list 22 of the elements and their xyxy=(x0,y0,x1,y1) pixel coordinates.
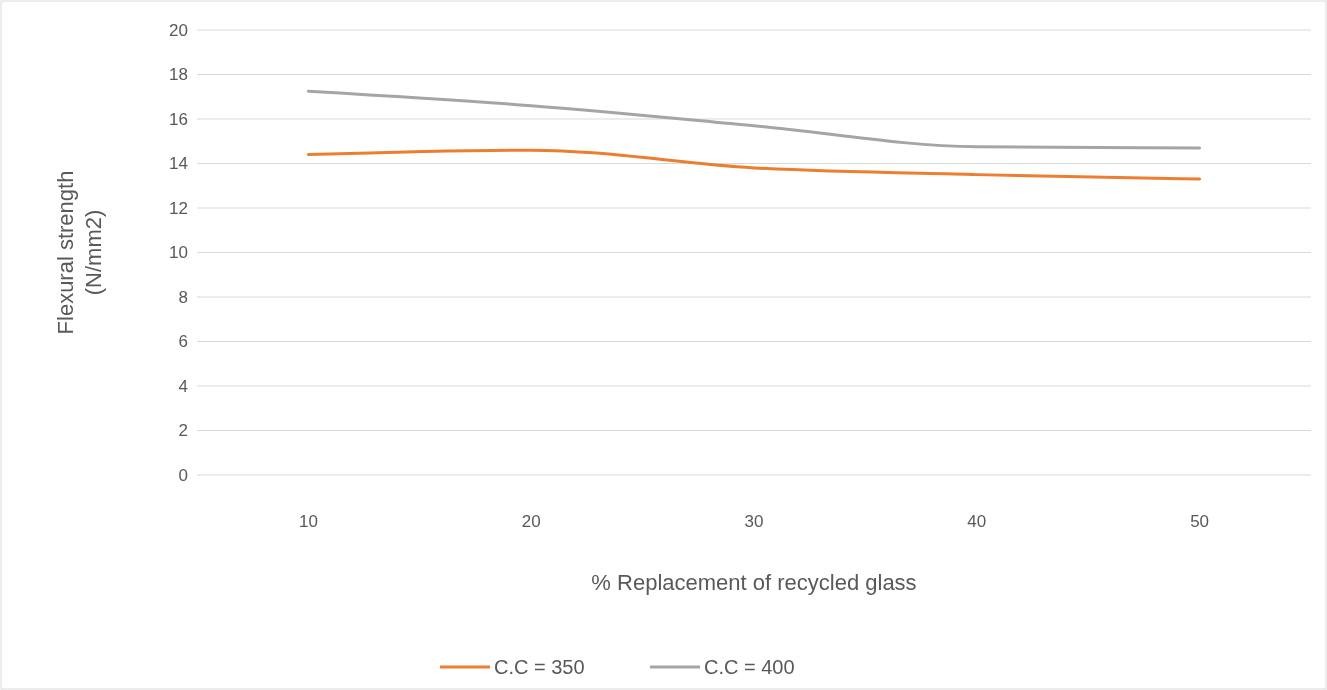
y-tick-label: 18 xyxy=(169,65,188,85)
x-tick-label: 30 xyxy=(744,512,764,531)
y-tick-label: 8 xyxy=(178,287,188,307)
x-tick-label: 20 xyxy=(521,512,541,531)
x-tick-label: 40 xyxy=(967,512,987,531)
y-tick-label: 0 xyxy=(178,465,188,485)
y-tick-label: 4 xyxy=(178,376,188,396)
x-axis-title: % Replacement of recycled glass xyxy=(591,570,917,595)
line-series xyxy=(306,148,1202,181)
y-axis-title: Flexural strength (N/mm2) xyxy=(53,170,106,335)
y-tick-label: 20 xyxy=(169,20,188,40)
y-tick-label: 6 xyxy=(178,332,188,352)
y-tick-label: 12 xyxy=(169,198,188,218)
y-tick-label: 16 xyxy=(169,109,188,129)
legend-label: C.C = 350 xyxy=(494,656,585,678)
y-tick-label: 10 xyxy=(169,243,188,263)
x-tick-label: 10 xyxy=(298,512,318,531)
line-series xyxy=(306,89,1202,150)
y-tick-label: 14 xyxy=(169,154,188,174)
x-tick-label: 50 xyxy=(1190,512,1210,531)
y-tick-label: 2 xyxy=(178,421,188,441)
legend-label: C.C = 400 xyxy=(704,656,795,678)
